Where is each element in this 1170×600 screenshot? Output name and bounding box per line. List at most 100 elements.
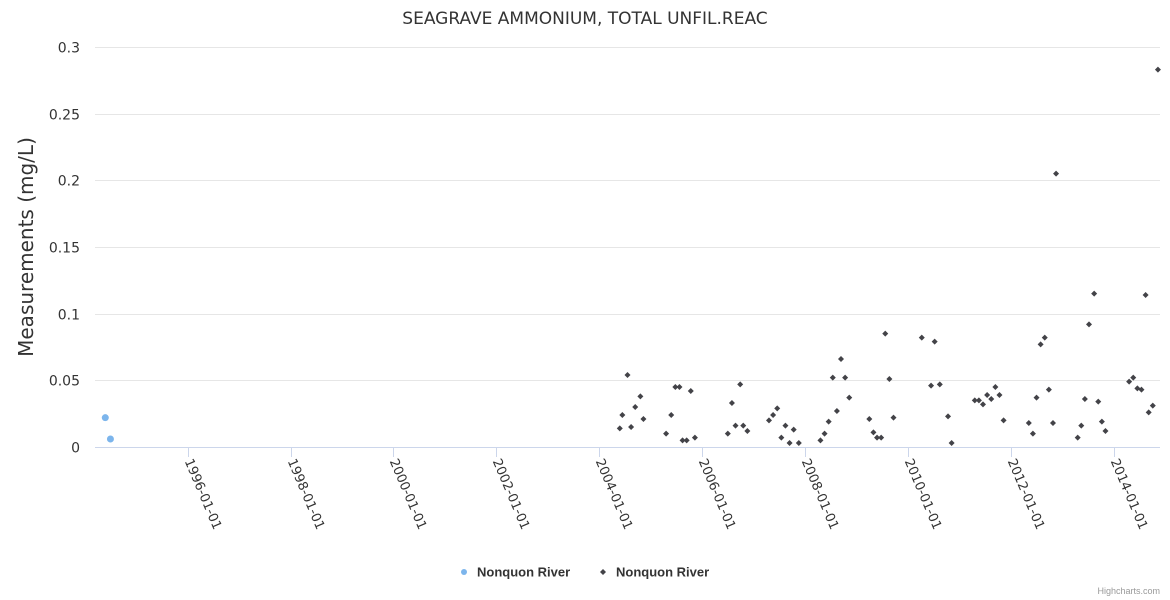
data-point[interactable] (744, 428, 751, 434)
legend-item-label[interactable]: Nonquon River (616, 565, 709, 580)
data-point[interactable] (948, 440, 955, 446)
y-axis-label: Measurements (mg/L) (14, 137, 38, 357)
y-tick-label: 0.25 (49, 108, 80, 124)
data-point[interactable] (936, 381, 943, 388)
credits-link[interactable]: Highcharts.com (1097, 586, 1160, 596)
data-point[interactable] (842, 374, 849, 381)
data-point[interactable] (687, 388, 694, 394)
data-point[interactable] (988, 396, 995, 402)
data-point[interactable] (1126, 378, 1133, 385)
data-point[interactable] (918, 334, 925, 341)
data-point[interactable] (765, 417, 772, 424)
legend-marker[interactable] (461, 569, 467, 575)
data-point[interactable] (1037, 341, 1044, 348)
data-point[interactable] (1033, 394, 1040, 401)
data-point[interactable] (740, 422, 747, 429)
data-point[interactable] (1145, 409, 1152, 416)
data-point[interactable] (679, 437, 686, 444)
data-point[interactable] (882, 330, 889, 337)
data-point[interactable] (786, 440, 793, 446)
data-point[interactable] (945, 413, 952, 420)
data-point[interactable] (106, 435, 114, 443)
data-point[interactable] (928, 382, 935, 389)
data-point[interactable] (1102, 428, 1109, 434)
data-point[interactable] (732, 422, 739, 429)
x-tick-label: 2006-01-01 (695, 457, 738, 532)
data-point[interactable] (1130, 374, 1137, 381)
x-tick-label: 2002-01-01 (489, 457, 532, 532)
data-point[interactable] (795, 440, 802, 446)
data-point[interactable] (1095, 398, 1102, 405)
data-point[interactable] (1154, 66, 1161, 73)
data-point[interactable] (640, 416, 647, 422)
data-point[interactable] (874, 434, 881, 441)
data-point[interactable] (846, 394, 853, 401)
data-point[interactable] (672, 384, 679, 390)
data-point[interactable] (1098, 418, 1105, 425)
data-point[interactable] (821, 430, 828, 437)
data-point[interactable] (616, 425, 623, 432)
data-point[interactable] (890, 414, 897, 421)
data-point[interactable] (1078, 422, 1085, 429)
data-point[interactable] (1029, 430, 1036, 437)
data-point[interactable] (1142, 292, 1149, 298)
data-point[interactable] (838, 356, 845, 362)
data-point[interactable] (728, 400, 735, 406)
data-point[interactable] (1000, 417, 1007, 424)
data-point[interactable] (774, 405, 781, 412)
data-point[interactable] (770, 412, 777, 418)
data-point[interactable] (1074, 434, 1081, 441)
data-point[interactable] (817, 437, 824, 444)
data-point[interactable] (628, 424, 635, 430)
data-point[interactable] (724, 430, 731, 437)
legend-item-label[interactable]: Nonquon River (477, 565, 570, 580)
data-point[interactable] (637, 393, 644, 400)
data-points (101, 66, 1161, 446)
data-point[interactable] (1086, 321, 1092, 328)
data-point[interactable] (1045, 386, 1052, 393)
data-point[interactable] (737, 381, 744, 388)
data-point[interactable] (975, 397, 982, 404)
data-point[interactable] (980, 401, 987, 408)
data-point[interactable] (870, 429, 877, 436)
data-point[interactable] (632, 404, 639, 410)
data-point[interactable] (878, 434, 885, 441)
data-point[interactable] (782, 422, 789, 429)
data-point[interactable] (683, 437, 690, 444)
data-point[interactable] (984, 392, 991, 398)
y-tick-label: 0.1 (58, 308, 80, 324)
data-point[interactable] (829, 374, 836, 381)
data-point[interactable] (619, 412, 626, 418)
legend: Nonquon River Nonquon River (461, 565, 709, 580)
data-point[interactable] (825, 418, 832, 425)
data-point[interactable] (1041, 334, 1048, 341)
data-point[interactable] (663, 430, 670, 437)
data-point[interactable] (668, 412, 675, 418)
y-tick-label: 0.3 (58, 41, 80, 57)
y-tick-label: 0.15 (49, 241, 80, 257)
data-point[interactable] (778, 434, 785, 441)
data-point[interactable] (931, 338, 938, 345)
x-tick-label: 1996-01-01 (181, 457, 224, 532)
legend-marker[interactable] (600, 569, 606, 575)
data-point[interactable] (1025, 420, 1032, 426)
data-point[interactable] (992, 384, 999, 390)
data-point[interactable] (971, 397, 978, 404)
data-point[interactable] (624, 372, 631, 378)
data-point[interactable] (1091, 290, 1098, 297)
data-point[interactable] (866, 416, 873, 422)
data-point[interactable] (1081, 396, 1088, 402)
data-point[interactable] (996, 392, 1003, 398)
data-point[interactable] (1053, 170, 1060, 177)
data-point[interactable] (790, 426, 797, 433)
data-point[interactable] (833, 408, 840, 414)
data-point[interactable] (676, 384, 683, 390)
data-point[interactable] (691, 434, 698, 441)
x-tick-label: 2000-01-01 (386, 457, 429, 532)
data-point[interactable] (1149, 402, 1156, 409)
data-point[interactable] (886, 376, 893, 382)
data-point[interactable] (1049, 420, 1056, 426)
data-point[interactable] (1138, 386, 1145, 393)
data-point[interactable] (101, 414, 109, 422)
